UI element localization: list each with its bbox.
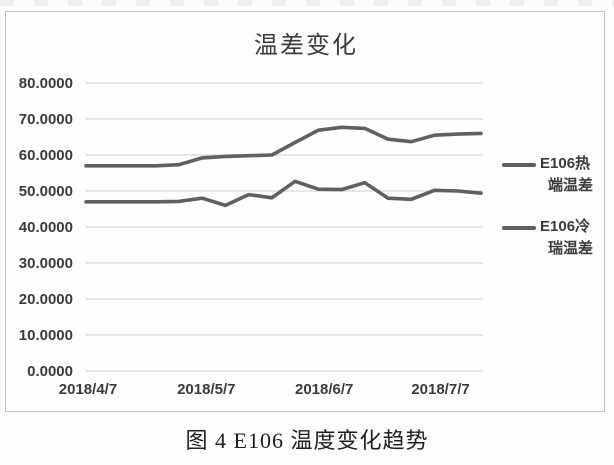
y-tick-label: 40.0000 xyxy=(19,219,73,236)
legend-marker-line-hot xyxy=(502,163,536,167)
legend-label-hot-line2: 端温差 xyxy=(548,177,594,194)
legend-marker-line-cold xyxy=(502,226,536,230)
x-tick-label: 2018/7/7 xyxy=(411,381,469,398)
x-tick-label: 2018/4/7 xyxy=(59,381,117,398)
figure-caption: 图 4 E106 温度变化趋势 xyxy=(185,428,429,453)
legend-label-hot-line1: E106热 xyxy=(540,155,591,172)
legend-label-cold-line2: 瑞温差 xyxy=(548,240,594,257)
scan-artifact-strip xyxy=(0,0,614,6)
y-tick-label: 30.0000 xyxy=(19,255,73,272)
y-tick-label: 0.0000 xyxy=(27,363,73,380)
chart-title: 温差变化 xyxy=(254,32,358,59)
y-tick-label: 50.0000 xyxy=(19,183,73,200)
y-tick-label: 10.0000 xyxy=(19,327,73,344)
y-tick-label: 70.0000 xyxy=(19,111,73,128)
y-tick-label: 60.0000 xyxy=(19,147,73,164)
legend-label-cold-line1: E106冷 xyxy=(540,218,591,235)
x-tick-label: 2018/5/7 xyxy=(177,381,235,398)
series-line-hot xyxy=(84,125,483,168)
chart-frame: 温差变化 80.0000 70.0000 60.0000 50.0000 40.0000… xyxy=(5,11,605,412)
y-tick-label: 80.0000 xyxy=(19,75,73,92)
plot-area: 80.0000 70.0000 60.0000 50.0000 40.0000 30.00… xyxy=(19,75,483,398)
legend-label-cold: E106冷 瑞温差 xyxy=(540,216,610,260)
legend-label-hot: E106热 端温差 xyxy=(540,153,610,197)
y-tick-label: 20.0000 xyxy=(19,291,73,308)
x-tick-label: 2018/6/7 xyxy=(295,381,353,398)
series-line-cold xyxy=(84,179,483,208)
